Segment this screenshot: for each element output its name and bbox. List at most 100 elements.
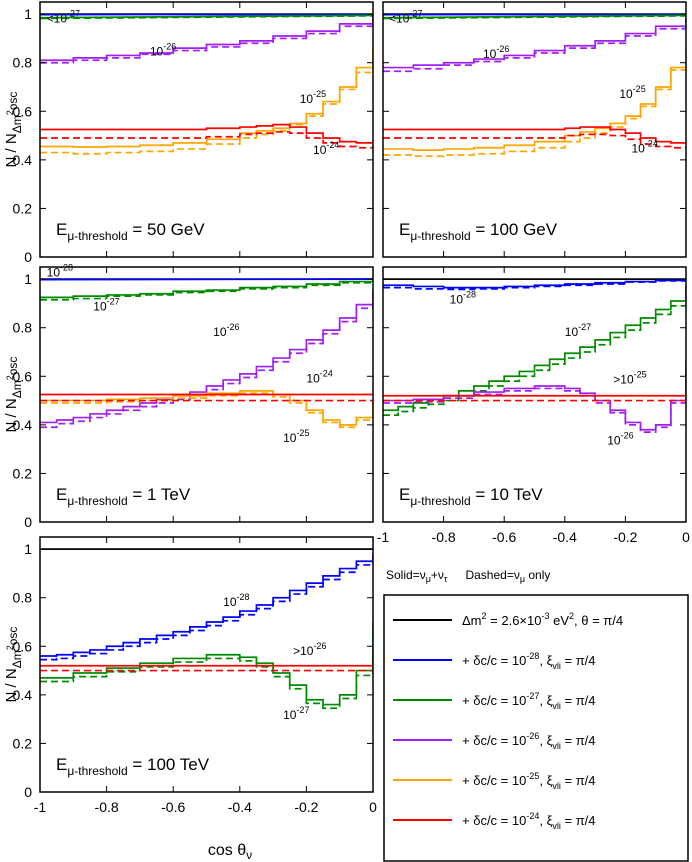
line-style-note: Solid=νμ+ντ Dashed=νμ only xyxy=(386,568,550,584)
threshold-label: Eμ-threshold = 1 TeV xyxy=(56,485,191,508)
chart-panel-3: 0 0.2 0.4 0.6 0.8 1 10-28 10-27 10-26 10-24 10-25 E… xyxy=(3,263,374,530)
series-purple-dashed xyxy=(40,292,373,429)
x-tick-label: -1 xyxy=(377,529,390,545)
series-group xyxy=(40,13,373,155)
series-purple-dashed xyxy=(40,17,373,64)
y-tick-label: 1 xyxy=(24,541,32,557)
legend-entry: + δc/c = 10-25, ξvli = π/4 xyxy=(393,771,596,791)
curve-annotation: 10-26 xyxy=(607,430,633,447)
curve-annotation: 10-26 xyxy=(150,41,176,58)
legend-label: + δc/c = 10-28, ξvli = π/4 xyxy=(462,651,596,671)
curve-annotation: 10-26 xyxy=(483,44,509,61)
curve-annotation: 10-26 xyxy=(213,322,239,339)
y-tick-label: 0.8 xyxy=(13,55,33,71)
y-tick-label: 0.4 xyxy=(13,152,33,168)
y-axis-label: N / NΔm2osc xyxy=(3,357,24,433)
curve-annotation: 10-28 xyxy=(223,592,249,609)
y-tick-label: 1 xyxy=(24,6,32,22)
curve-annotation: 10-27 xyxy=(93,297,119,314)
series-green-dashed xyxy=(383,14,686,20)
series-green-dashed xyxy=(40,629,373,710)
curve-annotation: 10-27 xyxy=(283,705,309,722)
series-red-dashed xyxy=(40,131,373,149)
series-green-dashed xyxy=(40,14,373,20)
legend-label: Δm2 = 2.6×10-3 eV2, θ = π/4 xyxy=(462,611,623,628)
series-purple-solid xyxy=(40,15,373,62)
y-axis-label: N / NΔm2osc xyxy=(3,92,24,168)
x-tick-label: 0 xyxy=(682,529,690,545)
x-tick-label: -0.2 xyxy=(294,799,318,815)
threshold-label: Eμ-threshold = 10 TeV xyxy=(399,485,543,508)
curve-annotation: 10-24 xyxy=(306,368,332,385)
y-tick-label: 0.8 xyxy=(13,590,33,606)
x-tick-label: -0.6 xyxy=(492,529,516,545)
series-red-solid xyxy=(383,126,686,144)
curve-annotation: 10-24 xyxy=(631,139,657,156)
series-group xyxy=(383,278,686,433)
legend-entry: + δc/c = 10-28, ξvli = π/4 xyxy=(393,651,596,671)
y-tick-label: 0 xyxy=(24,249,32,265)
panel-frame xyxy=(39,266,374,523)
x-tick-label: -0.4 xyxy=(228,799,252,815)
series-green-dashed xyxy=(40,281,373,301)
series-purple-solid xyxy=(383,17,686,69)
curve-annotation: 10-28 xyxy=(47,263,73,280)
curve-annotation: >10-26 xyxy=(293,641,326,658)
curve-annotation: >10-25 xyxy=(613,370,646,387)
series-purple-dashed xyxy=(383,364,686,433)
y-tick-label: 0.6 xyxy=(13,103,33,119)
threshold-label: Eμ-threshold = 100 TeV xyxy=(56,755,210,778)
legend-entry: Δm2 = 2.6×10-3 eV2, θ = π/4 xyxy=(393,611,623,628)
y-tick-label: 0.2 xyxy=(13,735,33,751)
threshold-label: Eμ-threshold = 50 GeV xyxy=(56,220,205,243)
chart-panel-4: -1 -0.8 -0.6 -0.4 -0.2 0 10-28 10-27 >10-25 10-26… xyxy=(377,266,690,545)
x-tick-label: -0.2 xyxy=(613,529,637,545)
panel-frame xyxy=(39,1,374,258)
x-axis-label: cos θν xyxy=(208,842,252,862)
chart-panel-1: 0 0.2 0.4 0.6 0.8 1 <10-27 10-26 10-25 10-24 Eμ-th… xyxy=(3,1,374,265)
y-tick-label: 0.2 xyxy=(13,465,33,481)
y-tick-label: 0.2 xyxy=(13,200,33,216)
y-tick-label: 0.6 xyxy=(13,368,33,384)
curve-annotation: 10-28 xyxy=(450,289,476,306)
x-tick-label: -0.8 xyxy=(95,799,119,815)
x-tick-label: -1 xyxy=(34,799,47,815)
x-tick-label: 0 xyxy=(369,799,377,815)
series-blue-dashed xyxy=(40,557,373,661)
chart-panel-2: <10-27 10-26 10-25 10-24 Eμ-threshold = 100 … xyxy=(382,1,687,258)
legend-items: Δm2 = 2.6×10-3 eV2, θ = π/4 + δc/c = 10-2… xyxy=(393,611,623,831)
series-green-solid xyxy=(40,622,373,706)
series-green-solid xyxy=(40,280,373,299)
curve-annotation: <10-27 xyxy=(389,9,422,26)
y-tick-label: 1 xyxy=(24,271,32,287)
legend-entry: + δc/c = 10-24, ξvli = π/4 xyxy=(393,811,596,831)
legend-entry: + δc/c = 10-26, ξvli = π/4 xyxy=(393,731,596,751)
threshold-label: Eμ-threshold = 100 GeV xyxy=(399,220,558,243)
legend-label: + δc/c = 10-24, ξvli = π/4 xyxy=(462,811,596,831)
chart-panel-5: 0 0.2 0.4 0.6 0.8 1 -1 -0.8 -0.6 -0.4 -0.2 0 10-28 >1… xyxy=(3,536,377,815)
series-red-dashed xyxy=(383,133,686,149)
panel-frame xyxy=(39,536,374,793)
y-tick-label: 0.4 xyxy=(13,687,33,703)
y-tick-label: 0.8 xyxy=(13,320,33,336)
legend: Δm2 = 2.6×10-3 eV2, θ = π/4 + δc/c = 10-2… xyxy=(383,594,689,862)
legend-label: + δc/c = 10-25, ξvli = π/4 xyxy=(462,771,596,791)
panel-frame xyxy=(382,266,687,523)
series-blue-dashed xyxy=(383,279,686,291)
x-tick-label: -0.6 xyxy=(161,799,185,815)
series-blue-solid xyxy=(40,554,373,657)
y-tick-label: 0.6 xyxy=(13,638,33,654)
curve-annotation: 10-25 xyxy=(300,89,326,106)
curve-annotation: 10-25 xyxy=(283,428,309,445)
series-orange-dashed xyxy=(383,53,686,158)
series-group xyxy=(40,278,373,429)
series-red-solid xyxy=(40,123,373,144)
series-purple-solid xyxy=(40,288,373,424)
legend-entry: + δc/c = 10-27, ξvli = π/4 xyxy=(393,691,596,711)
series-green-dashed xyxy=(383,291,686,416)
series-orange-solid xyxy=(40,390,373,426)
legend-frame xyxy=(383,594,689,862)
curve-annotation: 10-24 xyxy=(313,140,339,157)
panels-layer: 0 0.2 0.4 0.6 0.8 1 <10-27 10-26 10-25 10-24 Eμ-th… xyxy=(3,1,690,815)
series-purple-dashed xyxy=(383,20,686,73)
